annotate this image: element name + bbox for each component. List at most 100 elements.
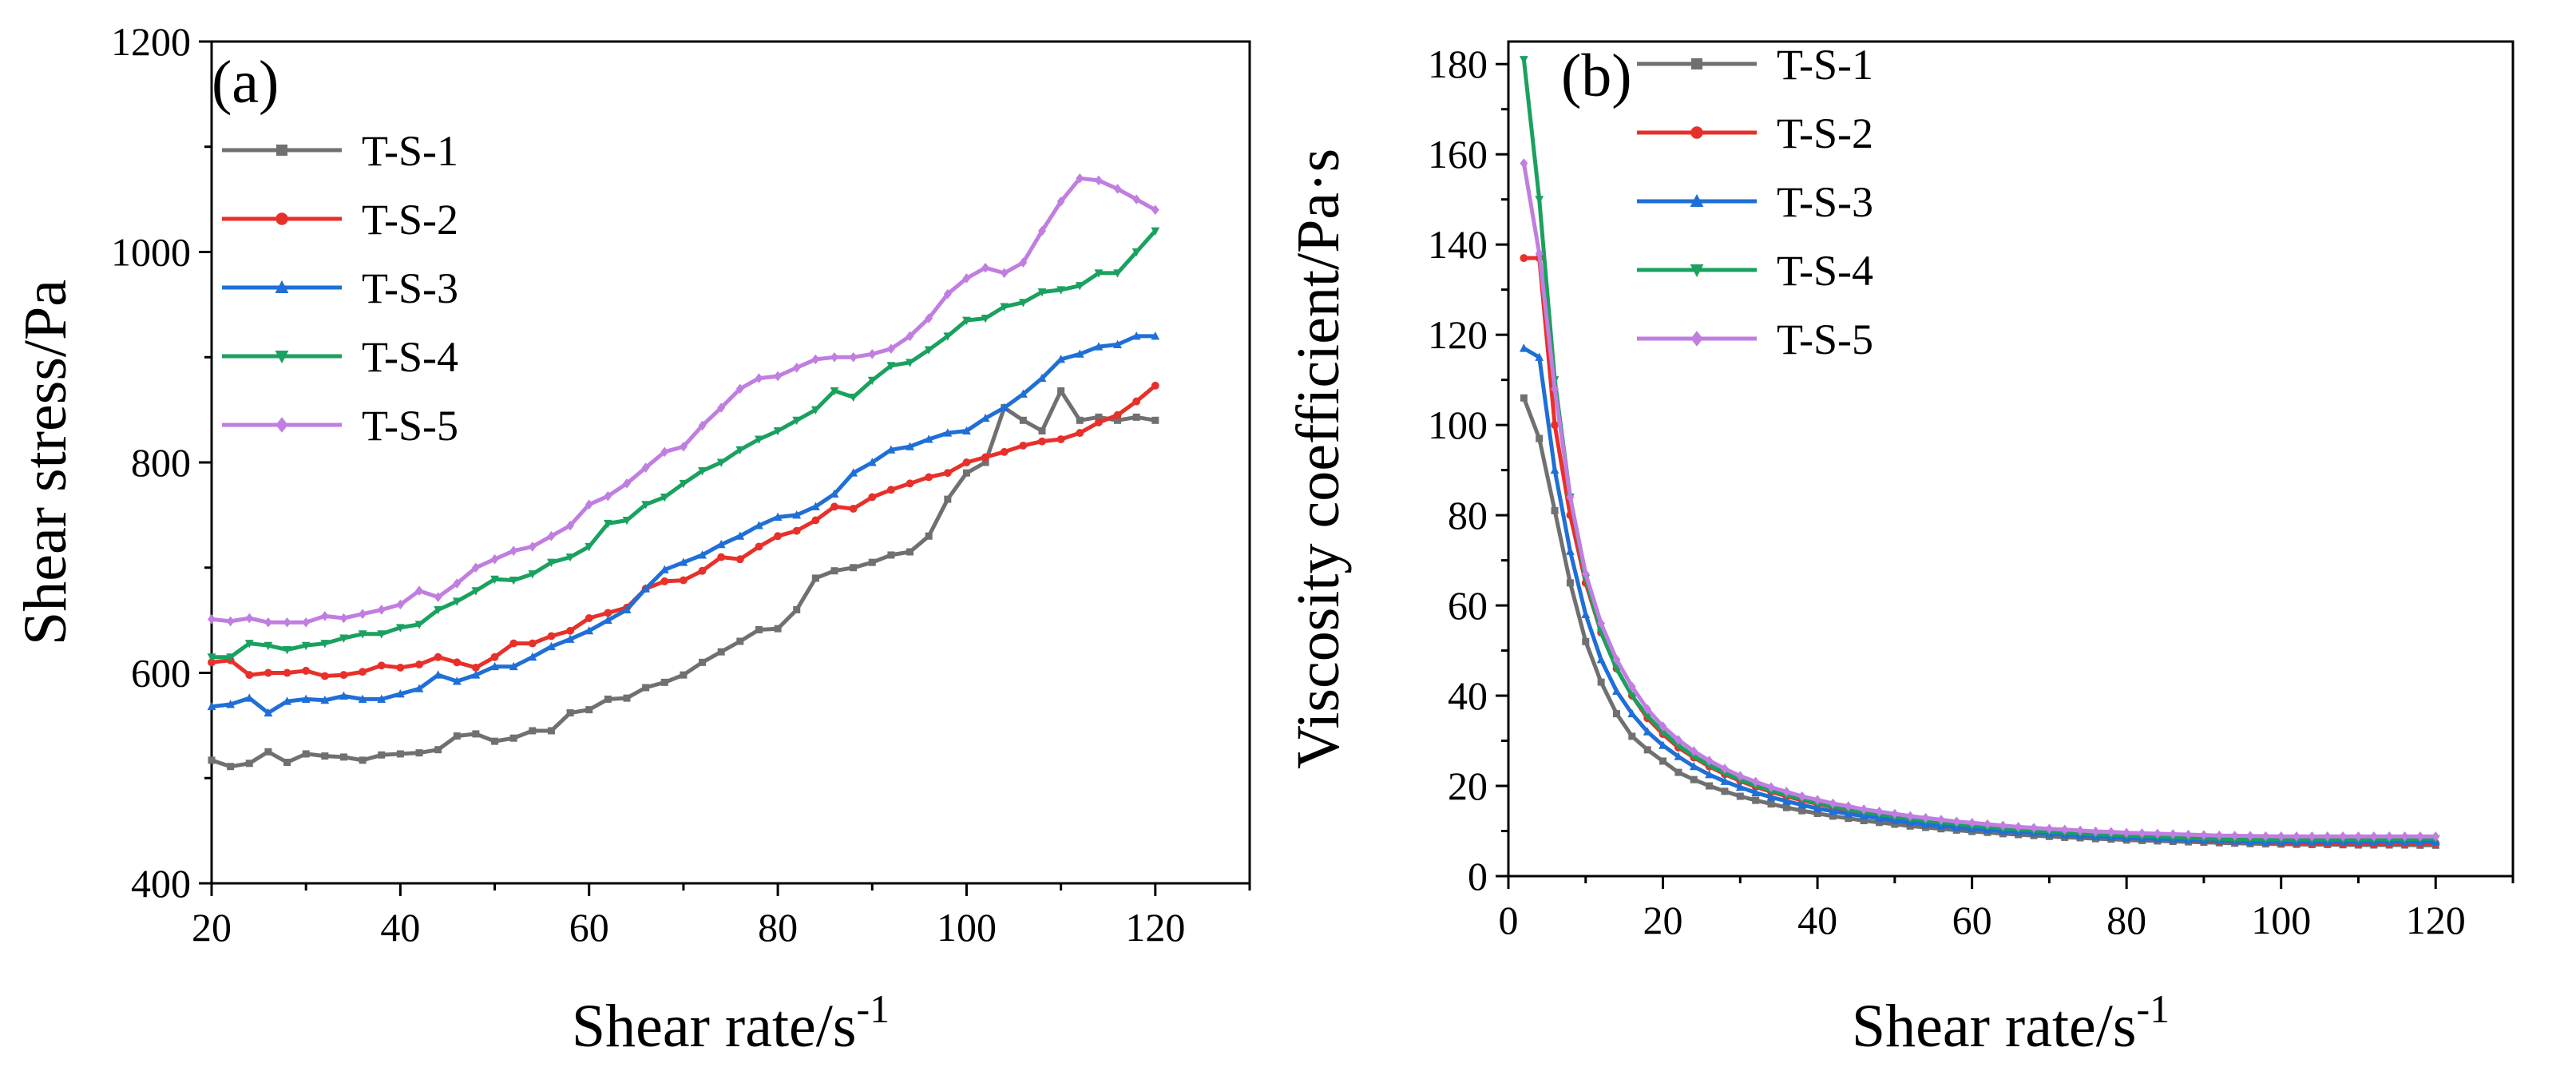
data-point [244,693,254,702]
data-point [660,565,669,573]
data-point [1076,416,1084,424]
data-point [566,626,575,635]
data-point [1643,704,1652,715]
data-point [1094,269,1104,278]
data-point [868,558,876,566]
data-point [1659,757,1667,765]
data-point [283,696,291,705]
data-point [906,548,914,556]
legend-label: T-S-2 [362,196,458,244]
x-axis-title: Shear rate/s-1 [572,986,890,1060]
data-point [320,640,330,649]
data-point [2122,827,2131,839]
data-point [547,727,555,735]
data-point [1076,429,1084,438]
panel-label: (b) [1561,42,1632,109]
data-point [452,597,462,606]
y-tick-label: 60 [1448,583,1488,628]
data-point [1597,678,1605,686]
data-point [660,493,669,502]
data-point [886,486,895,494]
data-point [1813,809,1821,817]
x-tick-label: 80 [758,905,798,950]
y-tick-label: 80 [1448,493,1488,538]
y-tick-label: 600 [131,651,191,696]
data-point [529,727,537,735]
data-point [1596,655,1606,664]
data-point [283,668,291,677]
data-point [1131,248,1141,257]
legend-label: T-S-5 [362,402,458,450]
y-tick-label: 0 [1468,854,1488,898]
data-point [1674,752,1683,760]
data-point [1782,803,1790,811]
series-line [1523,346,2436,844]
data-point [793,605,801,613]
legend-label: T-S-3 [1777,178,1873,226]
legend-marker [1691,58,1702,69]
data-point [1659,740,1667,749]
data-point [2308,831,2316,842]
data-point [378,751,386,759]
data-point [396,750,404,758]
data-point [1095,413,1103,421]
y-tick-label: 180 [1428,42,1488,86]
y-tick-label: 100 [1428,403,1488,447]
data-point [434,670,443,679]
x-axis-title-superscript: -1 [856,986,890,1031]
data-point [207,653,216,662]
data-point [585,625,594,635]
data-point [1018,299,1028,307]
data-point [1520,254,1528,263]
panel-a-shear-stress-chart: 20 40 60 80 100 12040060080010001200T-S-1T-S-… [12,19,1251,1060]
data-point [1076,173,1084,184]
legend-label: T-S-1 [362,127,458,175]
data-point [810,502,820,510]
data-point [302,666,311,675]
y-tick-label: 1200 [111,19,191,64]
data-point [679,479,688,489]
data-point [698,550,707,559]
data-point [415,749,423,757]
data-point [698,420,707,431]
data-point [1151,381,1159,390]
data-point [490,575,499,585]
data-point [1797,791,1806,802]
legend-marker [1690,193,1704,207]
data-point [1767,782,1775,793]
data-point [679,576,688,585]
data-point [1019,257,1028,268]
data-point [680,671,688,679]
data-point [1751,776,1760,787]
data-point [868,493,877,502]
data-point [377,694,386,703]
data-point [1984,819,1991,830]
data-point [2369,831,2378,842]
data-point [962,426,971,434]
data-point [1519,56,1528,65]
data-point [1114,416,1122,424]
data-point [1038,437,1046,446]
data-point [717,403,726,413]
data-point [773,512,783,522]
data-point [395,624,405,633]
data-point [359,609,367,620]
data-point [2199,830,2208,840]
data-point [207,701,216,711]
data-point [396,599,405,610]
data-point [604,490,612,502]
data-point [1906,822,1914,830]
data-point [528,639,537,648]
data-point [849,393,858,403]
data-point [302,617,311,628]
data-point [1627,692,1637,700]
data-point [1720,776,1730,785]
data-point [339,753,347,761]
data-point [283,617,291,628]
data-point [1735,782,1745,791]
data-point [434,653,442,661]
data-point [735,383,744,395]
data-point [1612,710,1620,718]
data-point [359,756,367,764]
